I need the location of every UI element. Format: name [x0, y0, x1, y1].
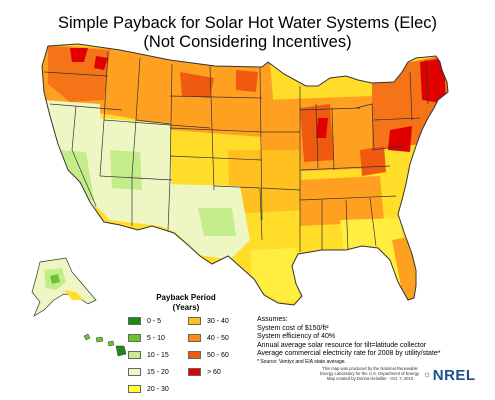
central-texas-region — [198, 208, 236, 236]
legend-swatch — [188, 334, 201, 343]
legend-item: 30 - 40 — [188, 317, 229, 326]
legend-item: 15 - 20 — [128, 368, 169, 377]
assumptions-source-note: * Source: Ventyx and EIA state average. — [257, 358, 346, 365]
legend-swatch — [128, 385, 141, 394]
nrel-logo-text: NREL — [432, 367, 476, 384]
contiguous-us — [42, 44, 448, 305]
map-title: Simple Payback for Solar Hot Water Syste… — [0, 14, 495, 52]
assumption-line: Average commercial electricity rate for … — [257, 350, 441, 358]
legend-item: 0 - 5 — [128, 317, 161, 326]
legend-label: 20 - 30 — [147, 386, 169, 393]
legend-label: 30 - 40 — [207, 318, 229, 325]
assumption-line: Annual average solar resource for tilt=l… — [257, 341, 427, 349]
assumptions-block: Assumes: System cost of $150/ft² System … — [257, 316, 457, 366]
arizona-region — [110, 150, 142, 190]
assumption-line: System cost of $150/ft² — [257, 324, 329, 332]
west-virginia-region — [360, 146, 386, 176]
minnesota-region — [236, 70, 258, 92]
credit-line: Energy Laboratory for the U.S. Departmen… — [320, 371, 420, 376]
legend-label: 15 - 20 — [147, 369, 169, 376]
nrel-logo: ☼NREL — [423, 364, 485, 384]
legend-swatch — [188, 368, 201, 377]
legend-swatch — [188, 317, 201, 326]
legend-label: > 60 — [207, 369, 221, 376]
mid-atlantic-hotspot — [388, 126, 412, 152]
assumptions-heading: Assumes: — [257, 316, 288, 323]
alaska — [31, 257, 97, 317]
legend-item: 40 - 50 — [188, 334, 229, 343]
gulf-coast-region — [250, 248, 300, 302]
legend-title: Payback Period (Years) — [144, 293, 228, 313]
legend-label: 40 - 50 — [207, 335, 229, 342]
legend-title-line1: Payback Period — [156, 293, 216, 302]
southern-california-region — [60, 150, 94, 202]
dakotas-region — [180, 72, 214, 98]
sun-rays-icon: ☼ — [423, 369, 432, 379]
legend-swatch — [128, 317, 141, 326]
credit-line: Map created by Donna Heimiller - Oct. 7,… — [326, 376, 414, 381]
legend-label: 50 - 60 — [207, 352, 229, 359]
legend-item: 20 - 30 — [128, 385, 169, 394]
legend-label: 5 - 10 — [147, 335, 165, 342]
map-title-line1: Simple Payback for Solar Hot Water Syste… — [57, 14, 437, 32]
hawaii — [83, 333, 127, 357]
legend-item: 5 - 10 — [128, 334, 165, 343]
legend-item: 50 - 60 — [188, 351, 229, 360]
legend-swatch — [128, 368, 141, 377]
florida-region — [392, 236, 416, 302]
legend-title-line2: (Years) — [172, 303, 200, 312]
map-credit: This map was produced by the National Re… — [318, 366, 422, 381]
central-plains-region — [228, 150, 304, 214]
legend-label: 10 - 15 — [147, 352, 169, 359]
legend-swatch — [128, 334, 141, 343]
legend-label: 0 - 5 — [147, 318, 162, 325]
legend-swatch — [188, 351, 201, 360]
tennessee-region — [300, 176, 384, 226]
credit-line: This map was produced by the National Re… — [322, 366, 418, 371]
idaho-hotspot — [94, 56, 108, 70]
illinois-hotspot — [316, 118, 328, 138]
washington-hotspot — [70, 48, 88, 62]
state-borders — [41, 43, 449, 306]
legend-item: > 60 — [188, 368, 221, 377]
legend-item: 10 - 15 — [128, 351, 169, 360]
map-title-line2: (Not Considering Incentives) — [143, 33, 352, 51]
legend-swatch — [128, 351, 141, 360]
assumption-line: System efficiency of 40% — [257, 333, 336, 341]
